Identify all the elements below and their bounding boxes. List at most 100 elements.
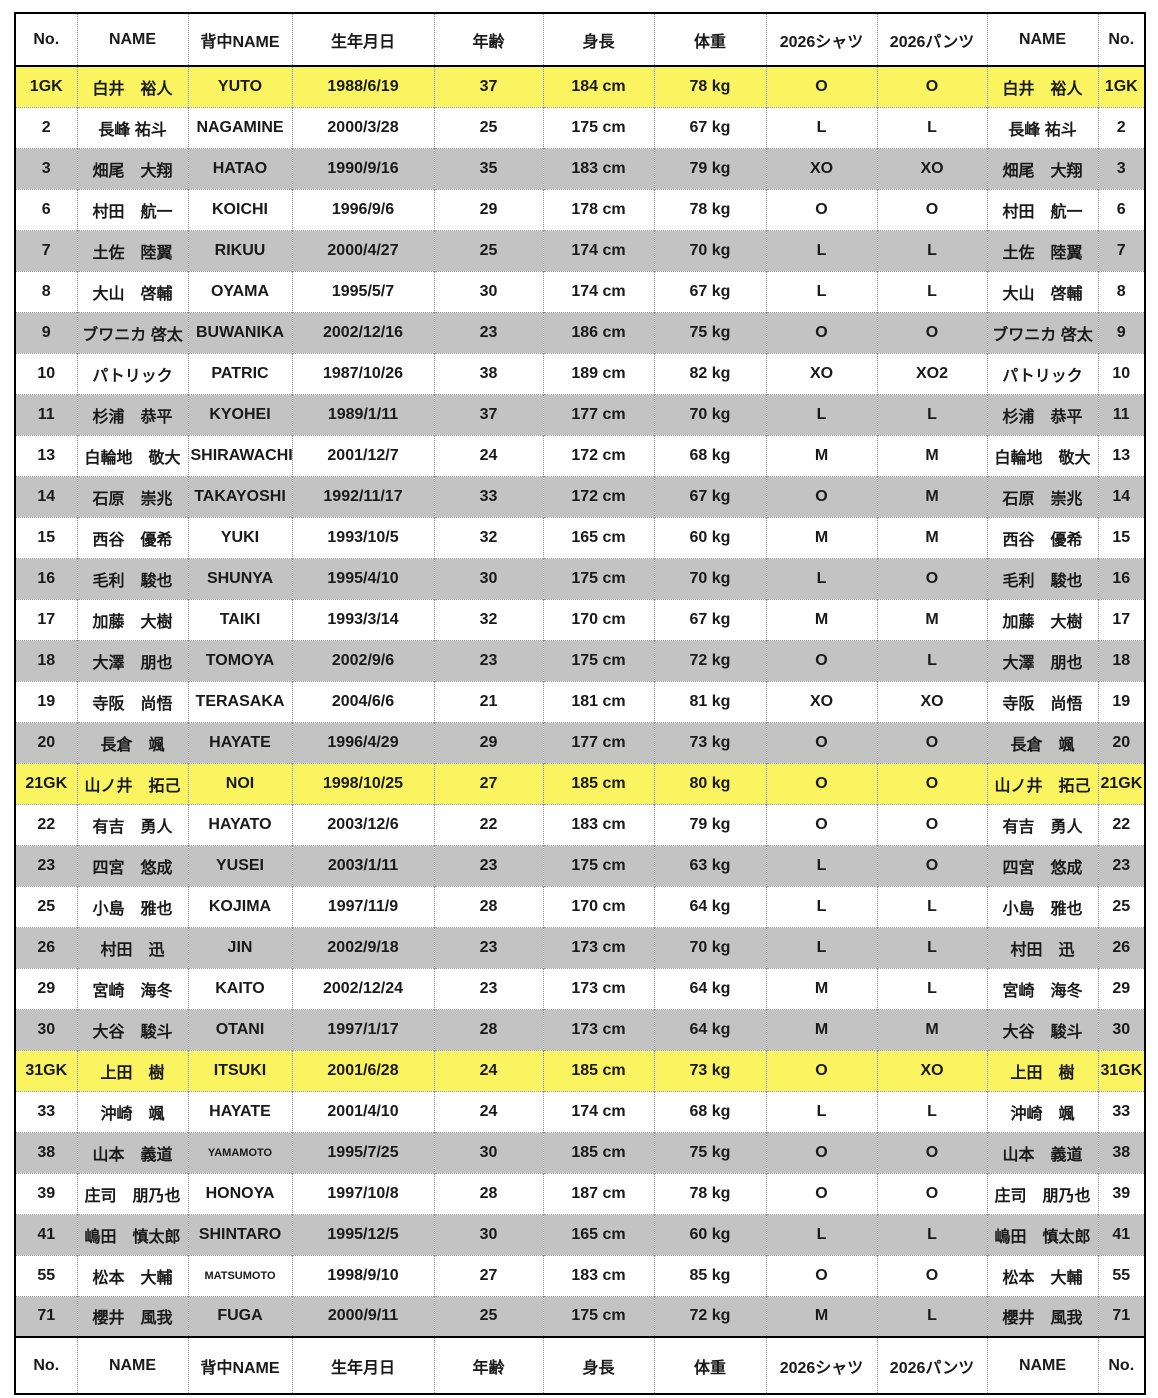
cell-no-right: 13 — [1097, 434, 1145, 476]
cell-birth: 2004/6/6 — [291, 680, 434, 722]
cell-back-name: RIKUU — [187, 229, 292, 271]
cell-no: 10 — [15, 352, 77, 394]
cell-weight: 72 kg — [653, 639, 766, 681]
cell-height: 184 cm — [542, 66, 654, 107]
cell-height: 172 cm — [542, 475, 654, 517]
cell-height: 183 cm — [542, 147, 654, 189]
cell-back-name: NOI — [187, 762, 292, 804]
cell-name: 土佐 陸翼 — [76, 229, 188, 271]
footer-no: No. — [15, 1336, 77, 1394]
cell-no: 9 — [15, 311, 77, 353]
cell-name-right: 山ノ井 拓己 — [986, 762, 1098, 804]
header-name: NAME — [76, 13, 188, 67]
cell-pants: M — [876, 598, 987, 640]
cell-pants: O — [876, 721, 987, 763]
cell-name: 上田 樹 — [76, 1049, 188, 1091]
cell-name: 松本 大輔 — [76, 1254, 188, 1296]
cell-name-right: 大谷 駿斗 — [986, 1008, 1098, 1050]
cell-no: 17 — [15, 598, 77, 640]
header-name-right: NAME — [986, 13, 1098, 67]
cell-weight: 81 kg — [653, 680, 766, 722]
cell-weight: 70 kg — [653, 557, 766, 599]
cell-age: 28 — [433, 1008, 543, 1050]
cell-birth: 2000/9/11 — [291, 1295, 434, 1337]
player-row: 25 小島 雅也 KOJIMA 1997/11/9 28 170 cm 64 k… — [15, 885, 1145, 927]
cell-height: 185 cm — [542, 762, 654, 804]
cell-name-right: 土佐 陸翼 — [986, 229, 1098, 271]
cell-birth: 1995/4/10 — [291, 557, 434, 599]
cell-pants: XO — [876, 680, 987, 722]
cell-name: 村田 航一 — [76, 188, 188, 230]
header-birth-date: 生年月日 — [291, 13, 434, 67]
cell-height: 175 cm — [542, 106, 654, 148]
cell-back-name: HAYATO — [187, 803, 292, 845]
header-pants-2026: 2026パンツ — [876, 13, 987, 67]
cell-age: 32 — [433, 516, 543, 558]
cell-pants: L — [876, 270, 987, 312]
cell-weight: 68 kg — [653, 1090, 766, 1132]
cell-pants: O — [876, 66, 987, 107]
cell-shirt: L — [765, 885, 877, 927]
roster-table: No. NAME 背中NAME 生年月日 年齢 身長 体重 2026シャツ 20… — [14, 12, 1146, 1395]
cell-no: 8 — [15, 270, 77, 312]
cell-back-name: TAIKI — [187, 598, 292, 640]
cell-no-right: 6 — [1097, 188, 1145, 230]
cell-height: 174 cm — [542, 1090, 654, 1132]
cell-no-right: 21GK — [1097, 762, 1145, 804]
cell-no: 38 — [15, 1131, 77, 1173]
cell-age: 24 — [433, 434, 543, 476]
cell-weight: 75 kg — [653, 1131, 766, 1173]
cell-birth: 1993/3/14 — [291, 598, 434, 640]
footer-weight: 体重 — [653, 1336, 766, 1394]
cell-age: 23 — [433, 926, 543, 968]
cell-pants: O — [876, 803, 987, 845]
cell-age: 25 — [433, 1295, 543, 1337]
cell-back-name: BUWANIKA — [187, 311, 292, 353]
cell-birth: 1995/7/25 — [291, 1131, 434, 1173]
cell-name-right: 宮崎 海冬 — [986, 967, 1098, 1009]
cell-birth: 1996/4/29 — [291, 721, 434, 763]
cell-weight: 70 kg — [653, 926, 766, 968]
cell-no: 11 — [15, 393, 77, 435]
cell-shirt: M — [765, 1295, 877, 1337]
cell-age: 23 — [433, 639, 543, 681]
cell-name-right: パトリック — [986, 352, 1098, 394]
cell-age: 32 — [433, 598, 543, 640]
cell-name-right: 杉浦 恭平 — [986, 393, 1098, 435]
cell-back-name: YUTO — [187, 66, 292, 107]
cell-no: 31GK — [15, 1049, 77, 1091]
cell-shirt: O — [765, 1254, 877, 1296]
cell-no-right: 39 — [1097, 1172, 1145, 1214]
cell-age: 28 — [433, 1172, 543, 1214]
cell-weight: 75 kg — [653, 311, 766, 353]
cell-age: 33 — [433, 475, 543, 517]
cell-age: 24 — [433, 1049, 543, 1091]
cell-no-right: 7 — [1097, 229, 1145, 271]
cell-name-right: 大澤 朋也 — [986, 639, 1098, 681]
cell-shirt: M — [765, 516, 877, 558]
cell-height: 174 cm — [542, 270, 654, 312]
cell-pants: XO — [876, 1049, 987, 1091]
cell-name: ブワニカ 啓太 — [76, 311, 188, 353]
player-row: 30 大谷 駿斗 OTANI 1997/1/17 28 173 cm 64 kg… — [15, 1008, 1145, 1050]
cell-no: 22 — [15, 803, 77, 845]
cell-age: 30 — [433, 270, 543, 312]
player-row: 6 村田 航一 KOICHI 1996/9/6 29 178 cm 78 kg … — [15, 188, 1145, 230]
cell-shirt: L — [765, 926, 877, 968]
cell-no-right: 11 — [1097, 393, 1145, 435]
cell-no-right: 10 — [1097, 352, 1145, 394]
cell-age: 28 — [433, 885, 543, 927]
player-row: 41 嶋田 慎太郎 SHINTARO 1995/12/5 30 165 cm 6… — [15, 1213, 1145, 1255]
table-footer: No. NAME 背中NAME 生年月日 年齢 身長 体重 2026シャツ 20… — [15, 1336, 1145, 1394]
cell-back-name: SHUNYA — [187, 557, 292, 599]
cell-height: 185 cm — [542, 1131, 654, 1173]
cell-shirt: O — [765, 1131, 877, 1173]
cell-age: 30 — [433, 1131, 543, 1173]
cell-name: 西谷 優希 — [76, 516, 188, 558]
cell-shirt: O — [765, 803, 877, 845]
player-row: 9 ブワニカ 啓太 BUWANIKA 2002/12/16 23 186 cm … — [15, 311, 1145, 353]
player-row: 8 大山 啓輔 OYAMA 1995/5/7 30 174 cm 67 kg L… — [15, 270, 1145, 312]
cell-name-right: 石原 崇兆 — [986, 475, 1098, 517]
cell-no-right: 38 — [1097, 1131, 1145, 1173]
footer-shirt-2026: 2026シャツ — [765, 1336, 877, 1394]
